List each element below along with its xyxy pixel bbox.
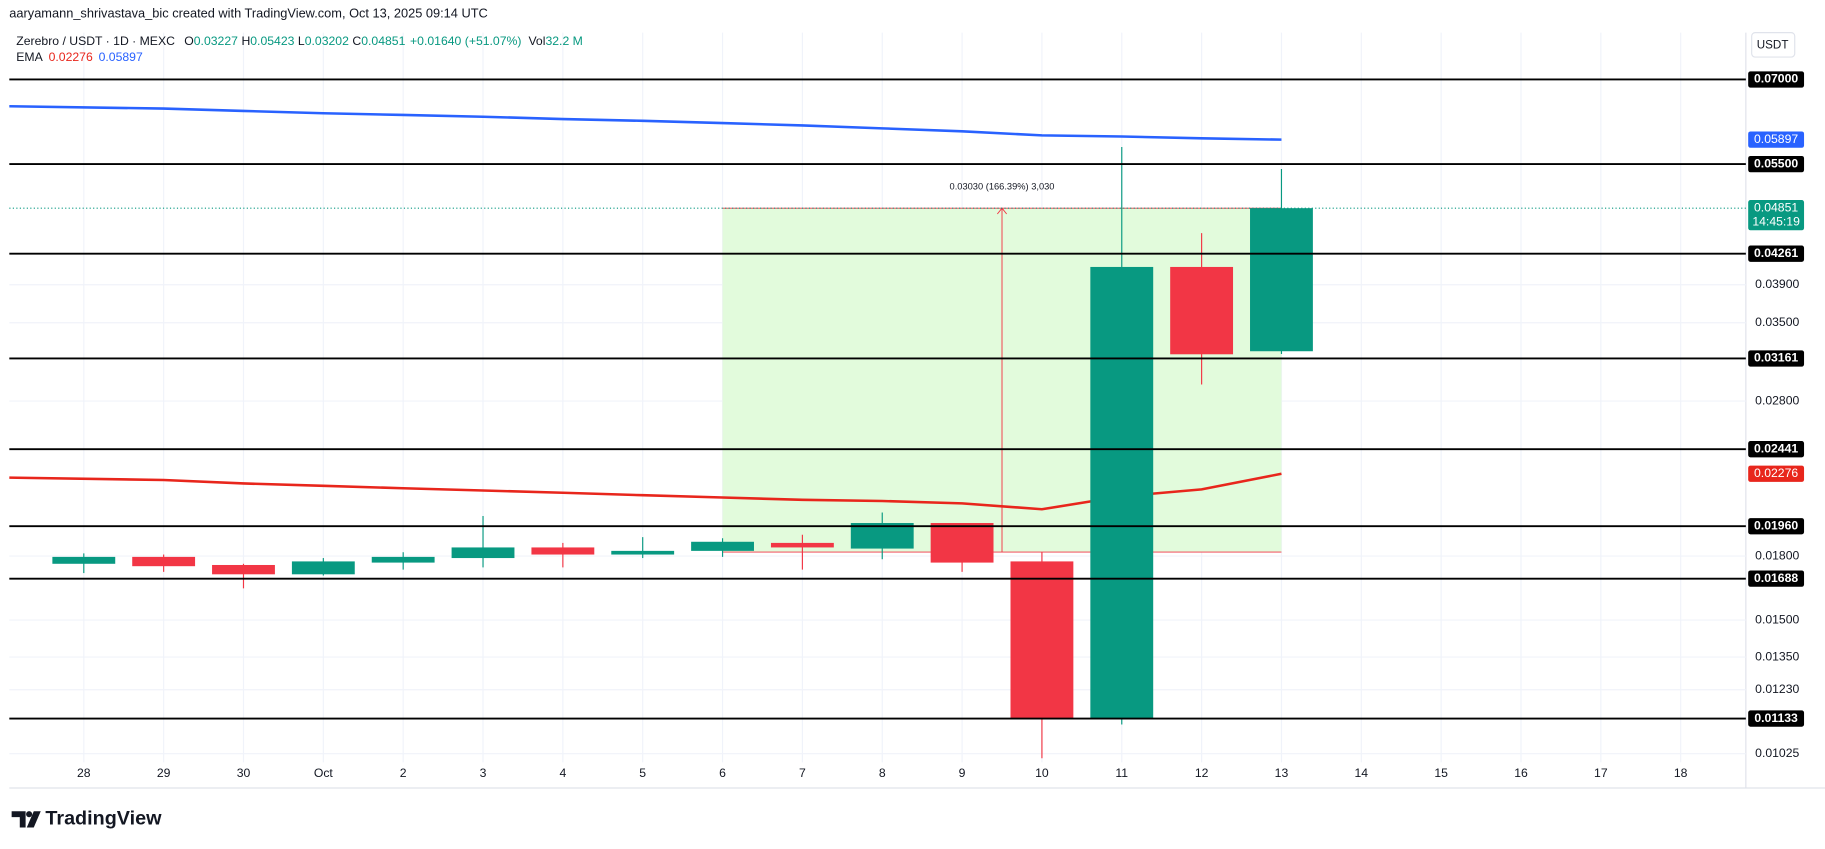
x-tick-label: 8 (879, 766, 886, 780)
candle-body (52, 556, 116, 564)
x-tick-label: 11 (1115, 766, 1128, 780)
level-tag-label: 0.01133 (1754, 711, 1798, 725)
candle-body (451, 547, 515, 559)
branding: TradingView (45, 808, 162, 830)
level-tag (1748, 518, 1805, 535)
legend-item: L (298, 34, 305, 48)
legend-item: EMA (16, 50, 43, 64)
candle-body (212, 564, 275, 575)
legend-item: 0.05423 (250, 34, 294, 48)
level-tag (1748, 441, 1805, 458)
x-tick-label: 12 (1195, 766, 1209, 780)
logo (11, 811, 41, 828)
x-tick-label: 3 (480, 766, 487, 780)
x-tick-label: 28 (77, 766, 91, 780)
level-tag-label: 0.02441 (1754, 441, 1798, 455)
level-tag-label: 0.01960 (1754, 518, 1798, 532)
legend-item: 0.04851 (361, 34, 405, 48)
y-tick-label: 0.01025 (1755, 746, 1799, 760)
y-tick-label: 0.02800 (1755, 393, 1799, 407)
legend-item: 0.03202 (305, 34, 349, 48)
x-tick-label: 4 (559, 766, 566, 780)
legend-item: H (241, 34, 250, 48)
attribution: aaryamann_shrivastava_bic created with T… (9, 5, 487, 20)
legend: Zerebro / USDT · 1D · MEXC O0.03227 H0.054… (16, 34, 583, 48)
candle-body (291, 561, 355, 575)
candle-body (930, 523, 994, 563)
x-tick-label: 14 (1355, 766, 1369, 780)
legend-item: C (352, 34, 361, 48)
level-tag (1748, 155, 1805, 173)
candle-body (770, 542, 834, 548)
y-tick-label: 0.03900 (1755, 277, 1799, 291)
ema-tag (1748, 131, 1805, 148)
ema-line (9, 104, 1282, 141)
ema-tag-label: 0.02276 (1754, 466, 1798, 480)
candle-body (1250, 208, 1313, 352)
currency-label: USDT (1757, 38, 1789, 51)
legend-item: Zerebro / USDT · 1D · MEXC (16, 34, 175, 48)
last-price-tag (1748, 200, 1805, 231)
legend-item: Vol (528, 34, 545, 48)
legend-item: 0.05897 (99, 50, 143, 64)
level-tag (1748, 245, 1805, 262)
candle-body (850, 523, 914, 549)
legend-item: 0.02276 (49, 50, 93, 64)
level-tag (1748, 71, 1805, 88)
level-tag-label: 0.03161 (1754, 351, 1798, 365)
candle-body (691, 541, 754, 551)
measure-label: 0.03030 (166.39%) 3,030 (950, 182, 1055, 192)
x-tick-label: 18 (1674, 766, 1688, 780)
indicator-legend: EMA 0.02276 0.05897 (16, 50, 143, 64)
level-tag-label: 0.05500 (1754, 156, 1798, 170)
countdown: 14:45:19 (1752, 214, 1800, 228)
legend-item: 32.2 M (545, 34, 582, 48)
last-price-label: 0.04851 (1754, 200, 1798, 214)
level-tag-label: 0.04261 (1754, 246, 1798, 260)
level-tag-label: 0.07000 (1754, 72, 1798, 86)
candle-body (132, 556, 196, 567)
candle-body (1010, 561, 1074, 719)
x-tick-label: 9 (959, 766, 966, 780)
x-tick-label: 6 (719, 766, 726, 780)
level-tag (1748, 710, 1805, 727)
legend-item: O (184, 34, 194, 48)
candle-body (611, 550, 675, 555)
x-tick-label: 16 (1514, 766, 1528, 780)
level-tag (1748, 350, 1805, 367)
x-tick-label: Oct (314, 766, 334, 780)
x-tick-label: 5 (639, 766, 646, 780)
y-tick-label: 0.01230 (1755, 682, 1799, 696)
legend-item: 0.03227 (194, 34, 238, 48)
candle-body (1090, 266, 1154, 719)
candle-body (531, 547, 595, 555)
y-tick-label: 0.01800 (1755, 548, 1799, 562)
x-tick-label: 13 (1275, 766, 1289, 780)
y-tick-label: 0.03500 (1755, 315, 1799, 329)
x-tick-label: 15 (1434, 766, 1448, 780)
ema-tag-label: 0.05897 (1754, 132, 1798, 146)
legend-item: +0.01640 (+51.07%) (410, 34, 521, 48)
y-tick-label: 0.01500 (1755, 612, 1799, 626)
x-tick-label: 30 (237, 766, 251, 780)
currency-button[interactable] (1751, 32, 1796, 58)
ema-tag (1748, 465, 1805, 482)
x-tick-label: 7 (799, 766, 806, 780)
y-tick-label: 0.01350 (1755, 649, 1799, 663)
candle-body (371, 556, 435, 563)
x-tick-label: 2 (400, 766, 407, 780)
x-tick-label: 17 (1594, 766, 1608, 780)
level-tag-label: 0.01688 (1754, 571, 1798, 585)
x-tick-label: 10 (1035, 766, 1049, 780)
x-tick-label: 29 (157, 766, 171, 780)
level-tag (1748, 570, 1805, 587)
candle-body (1170, 266, 1234, 355)
ema-line (9, 472, 1282, 511)
